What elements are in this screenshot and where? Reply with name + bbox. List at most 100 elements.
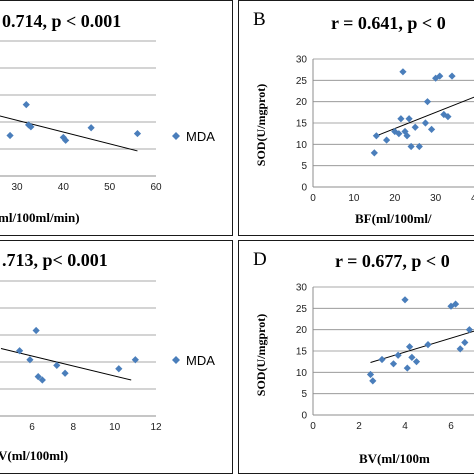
data-point-a <box>133 129 142 138</box>
chart-svg-b: 0 5 10 15 20 25 30 0 10 20 30 40 r = 0.641, p < 0 B BF… <box>253 9 474 226</box>
data-point-d <box>366 370 375 379</box>
data-point-b <box>372 132 380 140</box>
y-tick-label-b: 30 <box>296 55 308 66</box>
chart-panel-d: 05101520253002468r = 0.677, p < 0DBV(ml/… <box>238 240 474 474</box>
data-point-b <box>370 149 378 157</box>
x-tick-label-a: 40 <box>58 182 70 193</box>
x-tick-label-d: 6 <box>448 421 454 432</box>
data-point-d <box>394 351 402 359</box>
x-tick-label-a: 60 <box>150 182 162 193</box>
trend-line-d <box>370 330 474 363</box>
data-point-c <box>32 326 40 335</box>
data-point-b <box>444 113 452 121</box>
y-tick-label-b: 0 <box>301 183 307 194</box>
data-point-b <box>405 115 413 123</box>
data-point-d <box>406 343 414 351</box>
y-tick-label-d: 25 <box>296 304 308 315</box>
trend-line-a <box>0 115 138 152</box>
x-tick-label-b: 20 <box>389 193 401 204</box>
panel-letter-b: B <box>253 9 266 30</box>
x-tick-label-c: 6 <box>29 422 35 433</box>
trend-line-c <box>0 348 132 381</box>
data-point-d <box>461 338 469 347</box>
y-tick-label-b: 25 <box>296 76 308 87</box>
data-point-c <box>34 373 42 381</box>
y-tick-label-b: 5 <box>301 161 307 172</box>
legend-marker-a <box>172 132 180 140</box>
data-point-b <box>415 142 423 151</box>
x-tick-label-c: 8 <box>71 422 77 433</box>
stat-text-d: r = 0.677, p < 0 <box>335 251 450 271</box>
x-axis-title-c: V(ml/100ml) <box>0 448 68 463</box>
data-point-c <box>115 365 123 373</box>
y-tick-label-d: 0 <box>301 411 307 422</box>
x-tick-label-b: 30 <box>430 193 442 204</box>
y-tick-label-d: 30 <box>296 283 308 294</box>
data-point-b <box>399 68 407 76</box>
data-point-c <box>61 369 69 377</box>
data-point-a <box>22 101 30 109</box>
data-point-c <box>26 356 34 364</box>
data-point-a <box>87 124 95 132</box>
data-point-b <box>383 136 391 144</box>
x-tick-label-a: 30 <box>11 182 23 193</box>
x-tick-label-b: 10 <box>348 193 360 204</box>
x-tick-label-a: 50 <box>104 182 116 193</box>
data-point-b <box>448 72 456 80</box>
legend-label-a: MDA <box>186 129 215 144</box>
data-point-d <box>401 296 409 304</box>
x-axis-title-d: BV(ml/100m <box>359 451 430 466</box>
y-tick-label-d: 10 <box>296 368 308 379</box>
x-tick-label-c: 10 <box>109 422 121 433</box>
x-tick-label-b: 40 <box>471 193 474 204</box>
data-point-d <box>456 345 464 353</box>
data-point-b <box>403 132 411 140</box>
data-point-d <box>369 377 377 385</box>
chart-svg-d: 05101520253002468r = 0.677, p < 0DBV(ml/… <box>253 249 474 466</box>
data-point-c <box>38 376 46 384</box>
data-point-b <box>397 115 405 123</box>
data-point-b <box>427 125 436 133</box>
y-tick-label-d: 5 <box>301 389 307 400</box>
data-point-a <box>6 131 14 140</box>
data-point-d <box>424 341 432 349</box>
x-tick-label-d: 2 <box>356 421 362 432</box>
chart-panel-c: 6 8 10 12 .713, p< 0.001 V(ml/100ml) MDA <box>0 240 233 474</box>
chart-svg-c: 6 8 10 12 .713, p< 0.001 V(ml/100ml) MDA <box>0 250 215 463</box>
chart-panel-a: 20304050600.714, p < 0.001ml/100ml/min)M… <box>0 0 233 236</box>
x-axis-title-b: BF(ml/100ml/ <box>355 211 432 226</box>
x-tick-label-d: 0 <box>310 421 316 432</box>
panel-letter-d: D <box>253 249 267 270</box>
data-point-b <box>421 119 430 127</box>
y-tick-label-d: 20 <box>296 325 308 336</box>
data-point-d <box>403 364 411 372</box>
x-tick-label-c: 12 <box>150 422 162 433</box>
y-axis-title-d: SOD(U/mgprot) <box>254 314 268 396</box>
data-point-b <box>391 127 399 136</box>
legend-label-c: MDA <box>186 353 215 368</box>
data-point-b <box>436 72 444 80</box>
data-point-a <box>27 123 35 131</box>
chart-svg-a: 20304050600.714, p < 0.001ml/100ml/min)M… <box>0 11 215 225</box>
y-tick-label-b: 15 <box>296 119 308 130</box>
data-point-d <box>378 355 386 364</box>
data-point-c <box>16 347 24 355</box>
chart-panel-b: 0 5 10 15 20 25 30 0 10 20 30 40 r = 0.641, p < 0 B BF… <box>238 0 474 236</box>
legend-marker-c <box>172 356 180 364</box>
data-point-b <box>411 123 419 131</box>
x-tick-label-d: 4 <box>402 421 408 432</box>
trend-line-b <box>374 96 474 138</box>
data-point-d <box>408 353 416 361</box>
x-tick-label-b: 0 <box>310 193 316 204</box>
data-point-a <box>62 136 70 144</box>
data-point-c <box>131 356 139 364</box>
stat-text-c: .713, p< 0.001 <box>2 250 108 270</box>
stat-text-b: r = 0.641, p < 0 <box>331 13 446 33</box>
data-point-c <box>53 361 61 369</box>
data-point-b <box>423 98 432 106</box>
data-point-d <box>389 360 398 368</box>
y-tick-label-d: 15 <box>296 347 308 358</box>
y-tick-label-b: 20 <box>296 97 308 108</box>
y-tick-label-b: 10 <box>296 140 308 151</box>
y-axis-title-b: SOD(U/mgprot) <box>254 84 268 166</box>
